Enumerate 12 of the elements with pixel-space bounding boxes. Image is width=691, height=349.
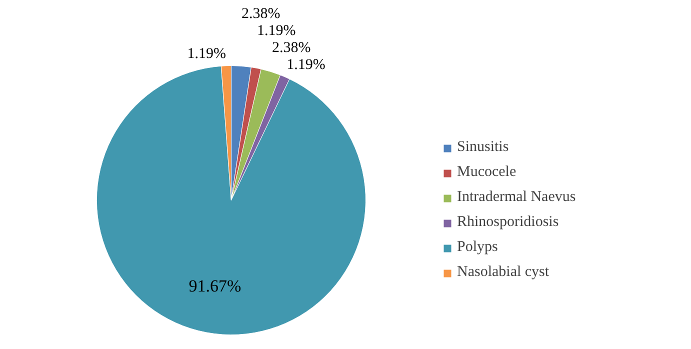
legend-label: Rhinosporidiosis — [457, 214, 559, 231]
data-label: 1.19% — [187, 46, 226, 62]
legend-label: Nasolabial cyst — [457, 264, 550, 281]
data-label: 91.67% — [188, 276, 242, 296]
legend-label: Polyps — [457, 239, 498, 256]
data-label: 1.19% — [256, 23, 296, 40]
legend-label: Intradermal Naevus — [457, 189, 576, 206]
legend-label: Mucocele — [457, 164, 516, 181]
data-label: 1.19% — [286, 57, 326, 74]
data-label: 2.38% — [272, 40, 311, 56]
legend-label: Sinusitis — [457, 139, 509, 156]
data-label: 2.38% — [242, 6, 280, 22]
